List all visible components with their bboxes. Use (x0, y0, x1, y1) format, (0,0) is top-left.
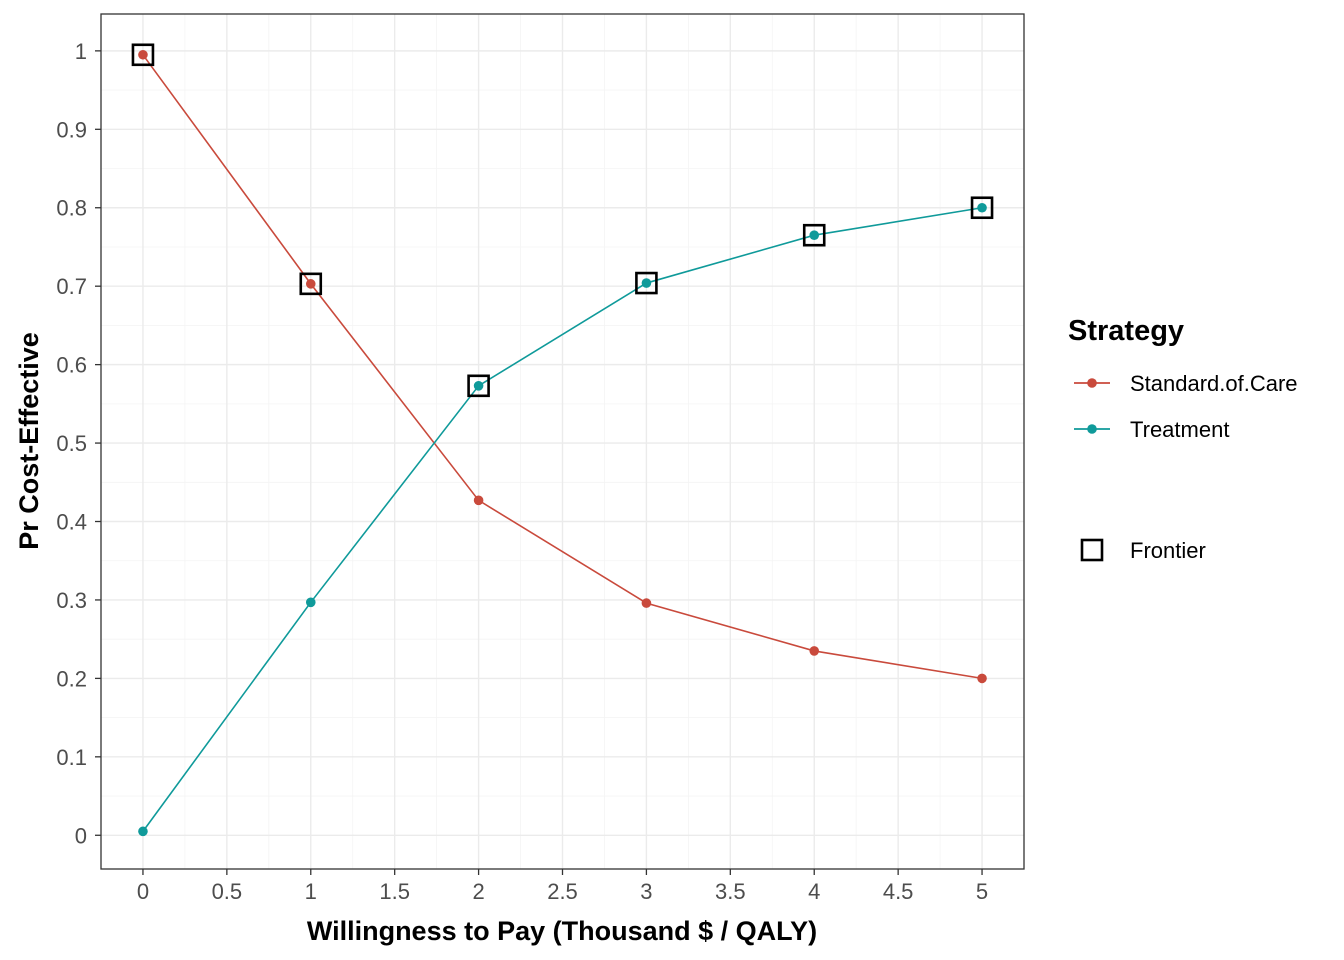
frontier-marker (131, 43, 155, 67)
x-tick-label: 0 (137, 879, 149, 904)
legend-frontier-label: Frontier (1130, 538, 1206, 563)
frontier-marker (299, 272, 323, 296)
series-lines (142, 54, 983, 832)
x-tick-label: 4 (808, 879, 820, 904)
data-point-standard-of-care (977, 673, 987, 684)
y-tick-label: 0.2 (56, 666, 87, 691)
y-tick-label: 0.3 (56, 588, 87, 613)
legend: Strategy Standard.of.Care Treatment Front… (1068, 315, 1298, 563)
frontier-marker (970, 196, 994, 220)
x-tick-label: 5 (976, 879, 988, 904)
legend-items: Standard.of.Care Treatment (1074, 371, 1298, 442)
legend-key-point-treatment (1087, 424, 1097, 434)
data-point-treatment (809, 230, 820, 241)
legend-label-treatment: Treatment (1130, 417, 1229, 442)
series-line-treatment (142, 206, 983, 832)
y-tick-label: 0.7 (56, 274, 87, 299)
major-gridlines (101, 14, 1024, 869)
frontier-marker (467, 374, 490, 398)
legend-label-standard-of-care: Standard.of.Care (1130, 371, 1298, 396)
legend-frontier-key (1080, 538, 1104, 562)
frontier-marker (635, 271, 658, 295)
x-tick-label: 2.5 (547, 879, 578, 904)
x-axis-ticks: 0 0.5 1 1.5 2 2.5 3 3.5 4 4.5 5 (137, 869, 988, 904)
data-point-standard-of-care (809, 646, 820, 656)
frontier-markers (131, 43, 994, 398)
data-point-standard-of-care (138, 49, 148, 60)
data-point-standard-of-care (641, 598, 652, 608)
data-point-treatment (305, 597, 316, 608)
x-tick-label: 3 (640, 879, 652, 904)
frontier-marker (802, 223, 826, 247)
y-axis-ticks: 0 0.1 0.2 0.3 0.4 0.5 0.6 0.7 0.8 0.9 1 (56, 39, 101, 848)
x-tick-label: 4.5 (883, 879, 914, 904)
y-tick-label: 0.4 (56, 510, 87, 535)
data-point-standard-of-care (473, 495, 484, 506)
data-point-treatment (473, 381, 484, 391)
legend-key-point-standard-of-care (1087, 378, 1097, 388)
y-tick-label: 0.1 (56, 745, 87, 770)
x-tick-label: 2 (472, 879, 484, 904)
legend-title: Strategy (1068, 315, 1184, 347)
x-tick-label: 1.5 (379, 879, 410, 904)
y-tick-label: 1 (75, 39, 87, 64)
data-point-treatment (641, 278, 652, 288)
y-tick-label: 0.5 (56, 431, 87, 456)
x-tick-label: 0.5 (212, 879, 243, 904)
data-point-treatment (138, 826, 148, 837)
series-line-standard-of-care (142, 54, 983, 680)
series-points (138, 49, 987, 837)
data-point-treatment (977, 202, 987, 213)
x-tick-label: 1 (305, 879, 317, 904)
data-point-standard-of-care (305, 279, 316, 289)
y-tick-label: 0.9 (56, 117, 87, 142)
y-tick-label: 0.8 (56, 196, 87, 221)
y-axis-title: Pr Cost-Effective (14, 332, 44, 550)
x-tick-label: 3.5 (715, 879, 746, 904)
y-tick-label: 0.6 (56, 353, 87, 378)
y-tick-label: 0 (75, 823, 87, 848)
x-axis-title: Willingness to Pay (Thousand $ / QALY) (307, 916, 817, 946)
